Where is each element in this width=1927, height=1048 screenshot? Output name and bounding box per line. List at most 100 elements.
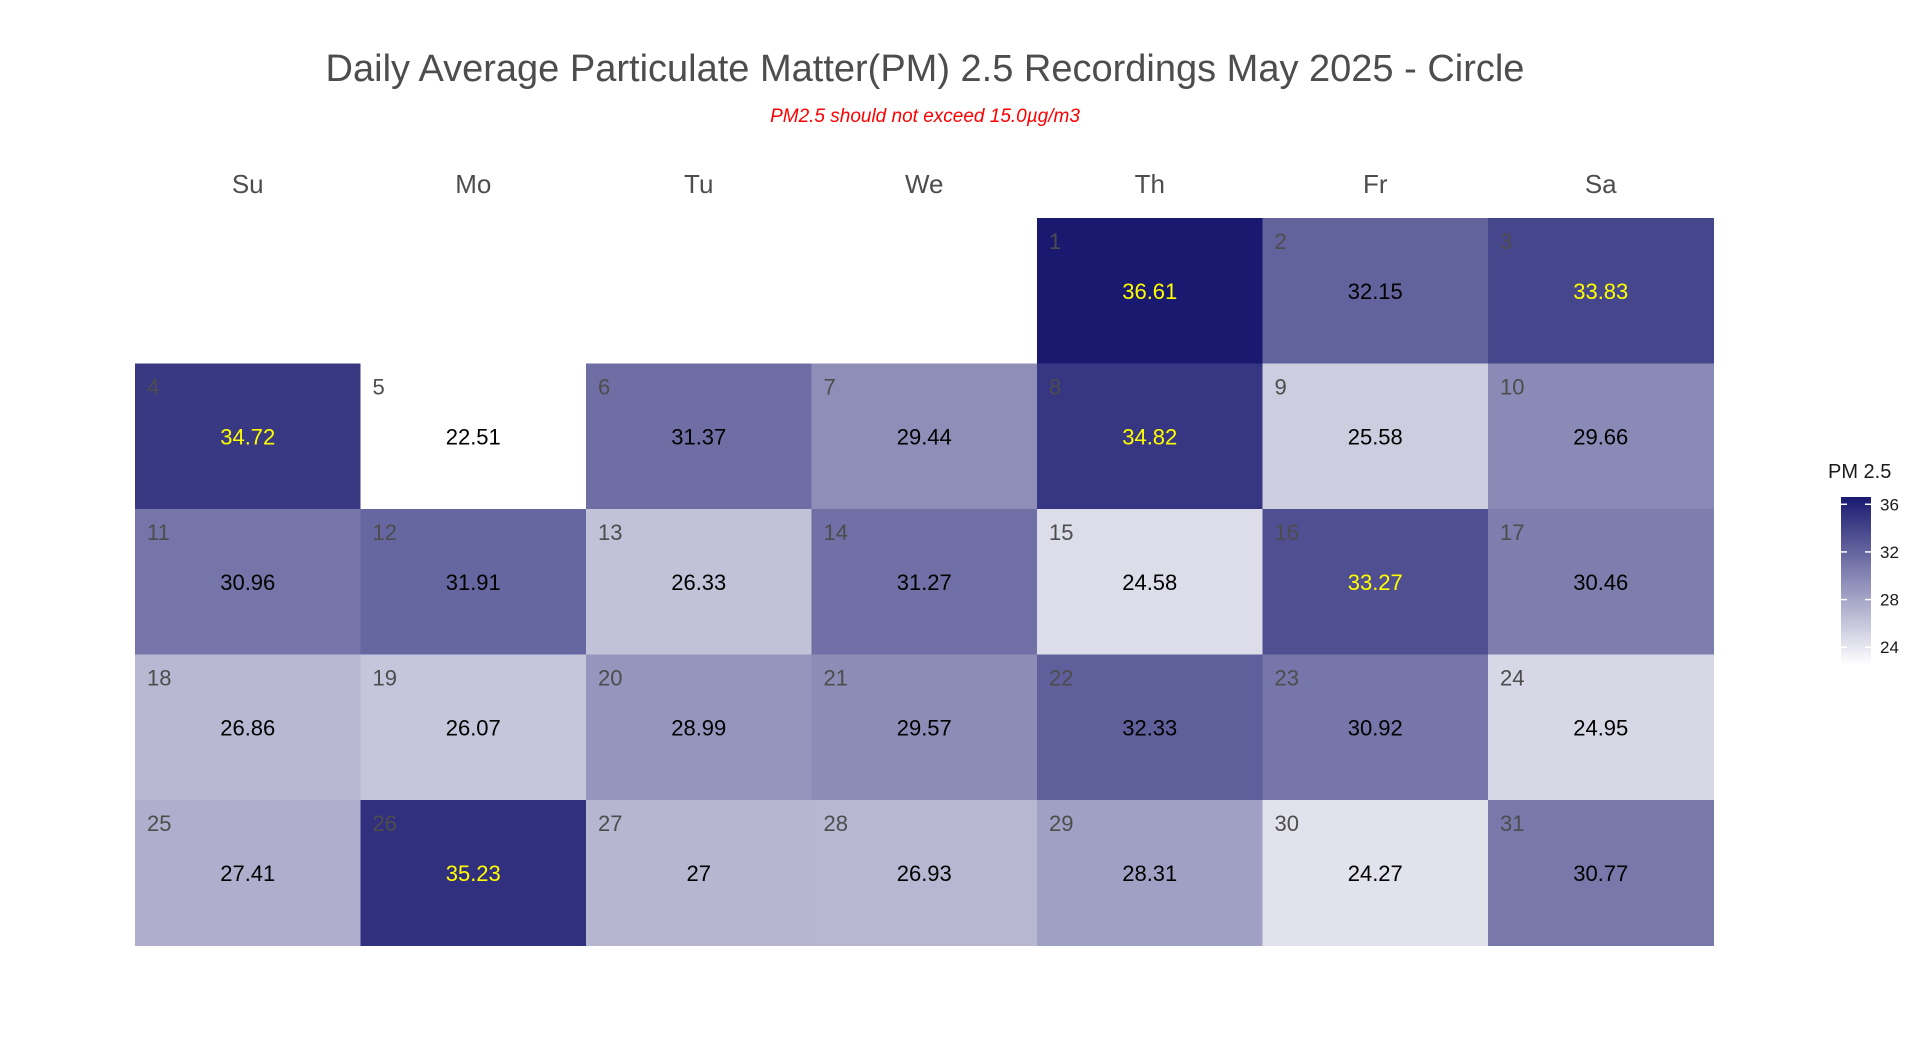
day-value: 34.82	[1122, 424, 1177, 449]
day-value: 29.44	[897, 424, 952, 449]
day-cell	[1262, 218, 1489, 364]
day-number: 13	[598, 520, 622, 545]
legend-tick-label: 36	[1880, 495, 1899, 514]
weekday-header-row: Su Mo Tu We Th Fr Sa	[232, 169, 1617, 199]
calendar-cells: 1 36.61 2 32.15 3 33.83 4 34.72 5 22.51 6 31.37 7 29.…	[135, 218, 1714, 946]
day-number: 9	[1275, 375, 1287, 400]
day-value: 26.93	[897, 861, 952, 886]
weekday-label: Fr	[1363, 169, 1388, 199]
day-value: 29.57	[897, 715, 952, 740]
day-value: 31.27	[897, 570, 952, 595]
day-number: 29	[1049, 811, 1073, 836]
day-number: 15	[1049, 520, 1073, 545]
day-cell	[360, 363, 587, 510]
day-cell	[1262, 654, 1489, 801]
weekday-label: Th	[1135, 169, 1165, 199]
day-value: 32.15	[1348, 279, 1403, 304]
day-value: 26.07	[446, 715, 501, 740]
legend-tick-label: 24	[1880, 638, 1899, 657]
day-value: 29.66	[1573, 424, 1628, 449]
day-value: 26.86	[220, 715, 275, 740]
day-number: 1	[1049, 229, 1061, 254]
day-value: 35.23	[446, 861, 501, 886]
day-cell	[360, 654, 587, 801]
day-number: 3	[1500, 229, 1512, 254]
day-number: 30	[1275, 811, 1299, 836]
weekday-label: Tu	[684, 169, 713, 199]
day-value: 31.91	[446, 570, 501, 595]
day-number: 26	[373, 811, 397, 836]
day-number: 6	[598, 375, 610, 400]
day-value: 28.31	[1122, 861, 1177, 886]
day-value: 32.33	[1122, 715, 1177, 740]
day-number: 5	[373, 375, 385, 400]
legend-title: PM 2.5	[1828, 461, 1892, 483]
day-cell	[586, 363, 812, 510]
day-number: 2	[1275, 229, 1287, 254]
chart-title: Daily Average Particulate Matter(PM) 2.5…	[325, 48, 1525, 90]
day-number: 11	[147, 520, 170, 545]
day-value: 27	[687, 861, 711, 886]
legend-tick-label: 28	[1880, 591, 1899, 610]
day-value: 33.27	[1348, 570, 1403, 595]
day-cell	[811, 800, 1038, 946]
day-number: 27	[598, 811, 622, 836]
day-cell	[586, 800, 812, 946]
day-value: 24.58	[1122, 570, 1177, 595]
chart-subtitle: PM2.5 should not exceed 15.0µg/m3	[770, 106, 1080, 127]
color-legend: 36 32 28 24	[1841, 495, 1899, 665]
day-value: 24.95	[1573, 715, 1628, 740]
day-number: 8	[1049, 375, 1061, 400]
day-number: 23	[1275, 666, 1299, 691]
weekday-label: We	[905, 169, 944, 199]
day-number: 28	[824, 811, 848, 836]
day-value: 31.37	[671, 424, 726, 449]
day-number: 22	[1049, 666, 1073, 691]
day-cell	[1037, 509, 1263, 655]
day-cell	[360, 509, 587, 655]
day-cell	[1037, 363, 1263, 510]
day-cell	[1037, 800, 1263, 946]
day-number: 18	[147, 666, 171, 691]
day-cell	[1488, 800, 1714, 946]
day-cell	[586, 654, 812, 801]
day-cell	[811, 509, 1038, 655]
day-value: 34.72	[220, 424, 275, 449]
day-number: 31	[1500, 811, 1524, 836]
day-value: 33.83	[1573, 279, 1628, 304]
day-number: 7	[824, 375, 836, 400]
day-cell	[586, 509, 812, 655]
day-value: 24.27	[1348, 861, 1403, 886]
weekday-label: Su	[232, 169, 264, 199]
day-cell	[1488, 654, 1714, 801]
day-cell	[360, 800, 587, 946]
legend-colorbar	[1841, 497, 1871, 665]
day-value: 30.96	[220, 570, 275, 595]
day-value: 36.61	[1122, 279, 1177, 304]
day-cell	[135, 509, 361, 655]
day-number: 20	[598, 666, 622, 691]
day-number: 19	[373, 666, 397, 691]
day-value: 22.51	[446, 424, 501, 449]
weekday-label: Sa	[1585, 169, 1617, 199]
day-number: 12	[373, 520, 397, 545]
legend-tick-label: 32	[1880, 543, 1899, 562]
day-cell	[135, 363, 361, 510]
day-value: 28.99	[671, 715, 726, 740]
day-value: 27.41	[220, 861, 275, 886]
day-cell	[1488, 509, 1714, 655]
day-number: 4	[147, 375, 159, 400]
day-number: 21	[824, 666, 848, 691]
day-value: 30.77	[1573, 861, 1628, 886]
day-cell	[1037, 654, 1263, 801]
day-cell	[1262, 363, 1489, 510]
day-cell	[1488, 218, 1714, 364]
day-number: 24	[1500, 666, 1524, 691]
day-number: 10	[1500, 375, 1524, 400]
day-cell	[1037, 218, 1263, 364]
day-number: 16	[1275, 520, 1299, 545]
day-number: 14	[824, 520, 848, 545]
day-value: 30.46	[1573, 570, 1628, 595]
day-number: 25	[147, 811, 171, 836]
